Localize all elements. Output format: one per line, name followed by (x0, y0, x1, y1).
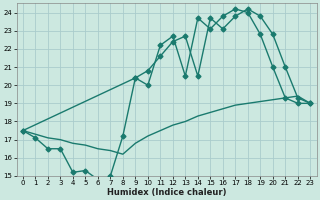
X-axis label: Humidex (Indice chaleur): Humidex (Indice chaleur) (107, 188, 226, 197)
